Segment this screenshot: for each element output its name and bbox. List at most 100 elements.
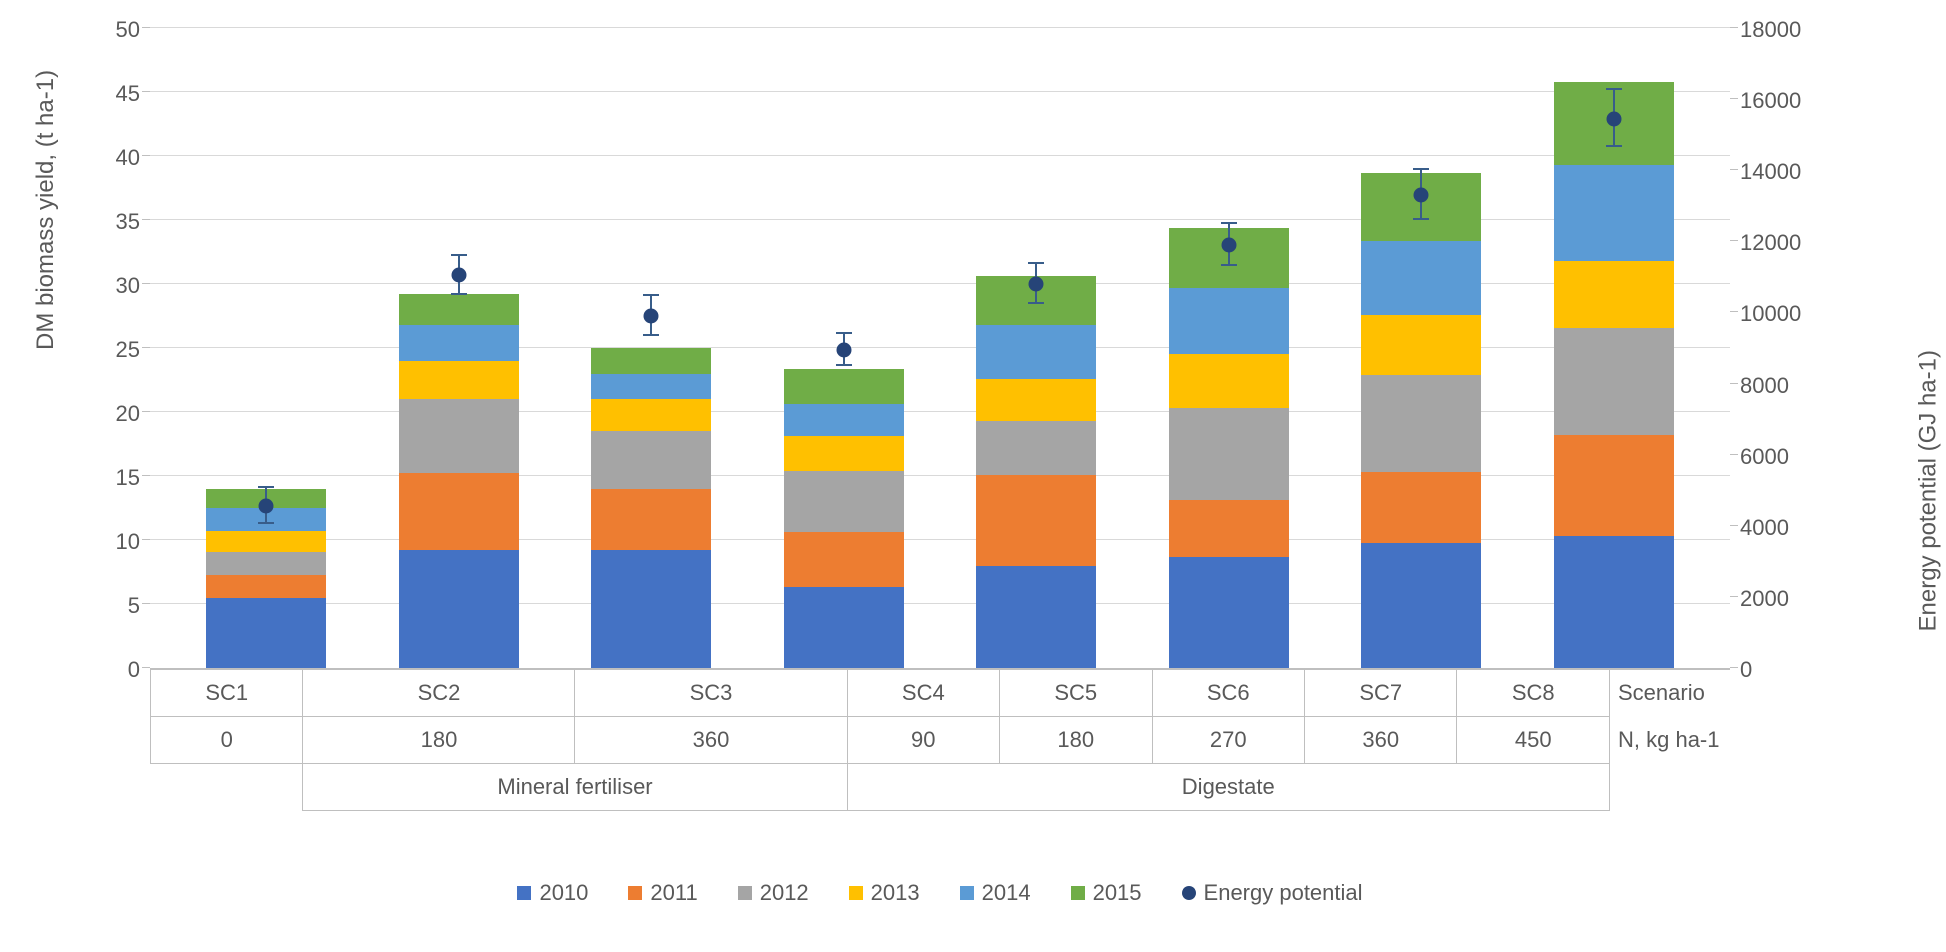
left-axis-tick-label: 25 <box>80 337 140 363</box>
legend-item-y2012: 2012 <box>738 880 809 906</box>
legend-label: 2015 <box>1093 880 1142 906</box>
bar-segment-y2010 <box>1361 543 1481 668</box>
grid-line <box>150 539 1730 540</box>
right-axis-tick-label: 0 <box>1740 657 1820 683</box>
bar-segment-y2014 <box>784 404 904 436</box>
n-value-label: 90 <box>847 717 999 764</box>
bar-segment-y2011 <box>1169 500 1289 556</box>
bar-SC7 <box>1361 30 1481 668</box>
bar-segment-y2015 <box>784 369 904 405</box>
bar-segment-y2013 <box>206 531 326 551</box>
legend-label: 2011 <box>650 880 697 906</box>
right-axis-tick-label: 18000 <box>1740 17 1820 43</box>
left-axis-tick-label: 5 <box>80 593 140 619</box>
legend-label: 2010 <box>539 880 588 906</box>
left-axis-tick-label: 35 <box>80 209 140 235</box>
n-value-label: 450 <box>1457 717 1610 764</box>
right-axis-tick-label: 4000 <box>1740 515 1820 541</box>
legend-swatch <box>628 886 642 900</box>
legend-label: 2014 <box>982 880 1031 906</box>
right-axis-tick-label: 14000 <box>1740 159 1820 185</box>
bar-segment-y2011 <box>399 473 519 550</box>
group-label: Digestate <box>847 764 1609 811</box>
plot-area <box>150 30 1730 670</box>
legend-swatch <box>849 886 863 900</box>
bar-SC3 <box>591 30 711 668</box>
bar-segment-y2012 <box>1361 375 1481 472</box>
bar-segment-y2011 <box>1554 435 1674 536</box>
left-axis-tick-label: 10 <box>80 529 140 555</box>
bar-segment-y2010 <box>1554 536 1674 668</box>
right-axis-tick-label: 8000 <box>1740 373 1820 399</box>
bar-segment-y2014 <box>591 374 711 400</box>
grid-line <box>150 27 1730 28</box>
scenario-label: SC2 <box>303 670 575 717</box>
legend-label: Energy potential <box>1204 880 1363 906</box>
bar-segment-y2010 <box>1169 557 1289 668</box>
bar-segment-y2012 <box>1169 408 1289 500</box>
legend-label: 2012 <box>760 880 809 906</box>
biomass-energy-chart: DM biomass yield, (t ha-1) Energy potent… <box>20 20 1926 932</box>
right-axis-tick-label: 10000 <box>1740 301 1820 327</box>
legend-item-energy: Energy potential <box>1182 880 1363 906</box>
bar-segment-y2010 <box>976 566 1096 668</box>
bar-segment-y2011 <box>206 575 326 598</box>
bar-segment-y2011 <box>591 489 711 550</box>
n-value-label: 360 <box>575 717 847 764</box>
bar-segment-y2014 <box>1554 165 1674 261</box>
n-value-label: 180 <box>1000 717 1152 764</box>
bar-segment-y2010 <box>206 598 326 668</box>
right-axis-tick-label: 12000 <box>1740 230 1820 256</box>
scenario-label: SC7 <box>1305 670 1457 717</box>
grid-line <box>150 219 1730 220</box>
bar-segment-y2011 <box>784 532 904 587</box>
left-axis-tick-label: 40 <box>80 145 140 171</box>
bar-segment-y2010 <box>399 550 519 668</box>
legend-item-y2013: 2013 <box>849 880 920 906</box>
grid-line <box>150 283 1730 284</box>
grid-line <box>150 91 1730 92</box>
bar-segment-y2010 <box>784 587 904 668</box>
scenario-label: SC1 <box>151 670 303 717</box>
legend-item-y2010: 2010 <box>517 880 588 906</box>
category-axis-table: SC1SC2SC3SC4SC5SC6SC7SC8Scenario01803609… <box>150 670 1730 811</box>
left-axis-tick-label: 0 <box>80 657 140 683</box>
grid-line <box>150 411 1730 412</box>
energy-marker <box>836 342 851 357</box>
energy-marker <box>259 499 274 514</box>
bar-segment-y2012 <box>976 421 1096 475</box>
bar-segment-y2013 <box>784 436 904 471</box>
chart-legend: 2010 2011 2012 2013 2014 2015 Energy potential <box>150 880 1730 906</box>
bar-SC4 <box>784 30 904 668</box>
energy-marker <box>1414 188 1429 203</box>
bar-segment-y2014 <box>399 325 519 361</box>
bar-SC5 <box>976 30 1096 668</box>
left-axis-tick-label: 15 <box>80 465 140 491</box>
n-value-label: 270 <box>1152 717 1304 764</box>
n-value-label: 180 <box>303 717 575 764</box>
bar-SC2 <box>399 30 519 668</box>
left-axis-tick-label: 30 <box>80 273 140 299</box>
group-label: Mineral fertiliser <box>303 764 847 811</box>
bar-SC6 <box>1169 30 1289 668</box>
bar-segment-y2012 <box>206 552 326 575</box>
grid-line <box>150 475 1730 476</box>
scenario-label: SC8 <box>1457 670 1610 717</box>
legend-swatch <box>517 886 531 900</box>
grid-line <box>150 603 1730 604</box>
bar-segment-y2013 <box>1169 354 1289 408</box>
legend-item-y2014: 2014 <box>960 880 1031 906</box>
bar-segment-y2014 <box>1361 241 1481 315</box>
grid-line <box>150 155 1730 156</box>
group-label <box>151 764 303 811</box>
scenario-label: SC4 <box>847 670 999 717</box>
left-axis-tick-label: 45 <box>80 81 140 107</box>
right-axis-tick-label: 16000 <box>1740 88 1820 114</box>
bar-segment-y2015 <box>591 348 711 374</box>
n-value-label: 0 <box>151 717 303 764</box>
legend-swatch <box>1182 886 1196 900</box>
n-row-label: N, kg ha-1 <box>1610 717 1730 764</box>
bar-segment-y2011 <box>976 475 1096 566</box>
bar-SC8 <box>1554 30 1674 668</box>
bar-segment-y2013 <box>591 399 711 431</box>
